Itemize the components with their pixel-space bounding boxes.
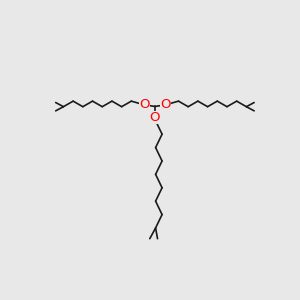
Text: O: O bbox=[160, 98, 171, 111]
Text: O: O bbox=[139, 98, 149, 111]
Text: O: O bbox=[150, 111, 160, 124]
